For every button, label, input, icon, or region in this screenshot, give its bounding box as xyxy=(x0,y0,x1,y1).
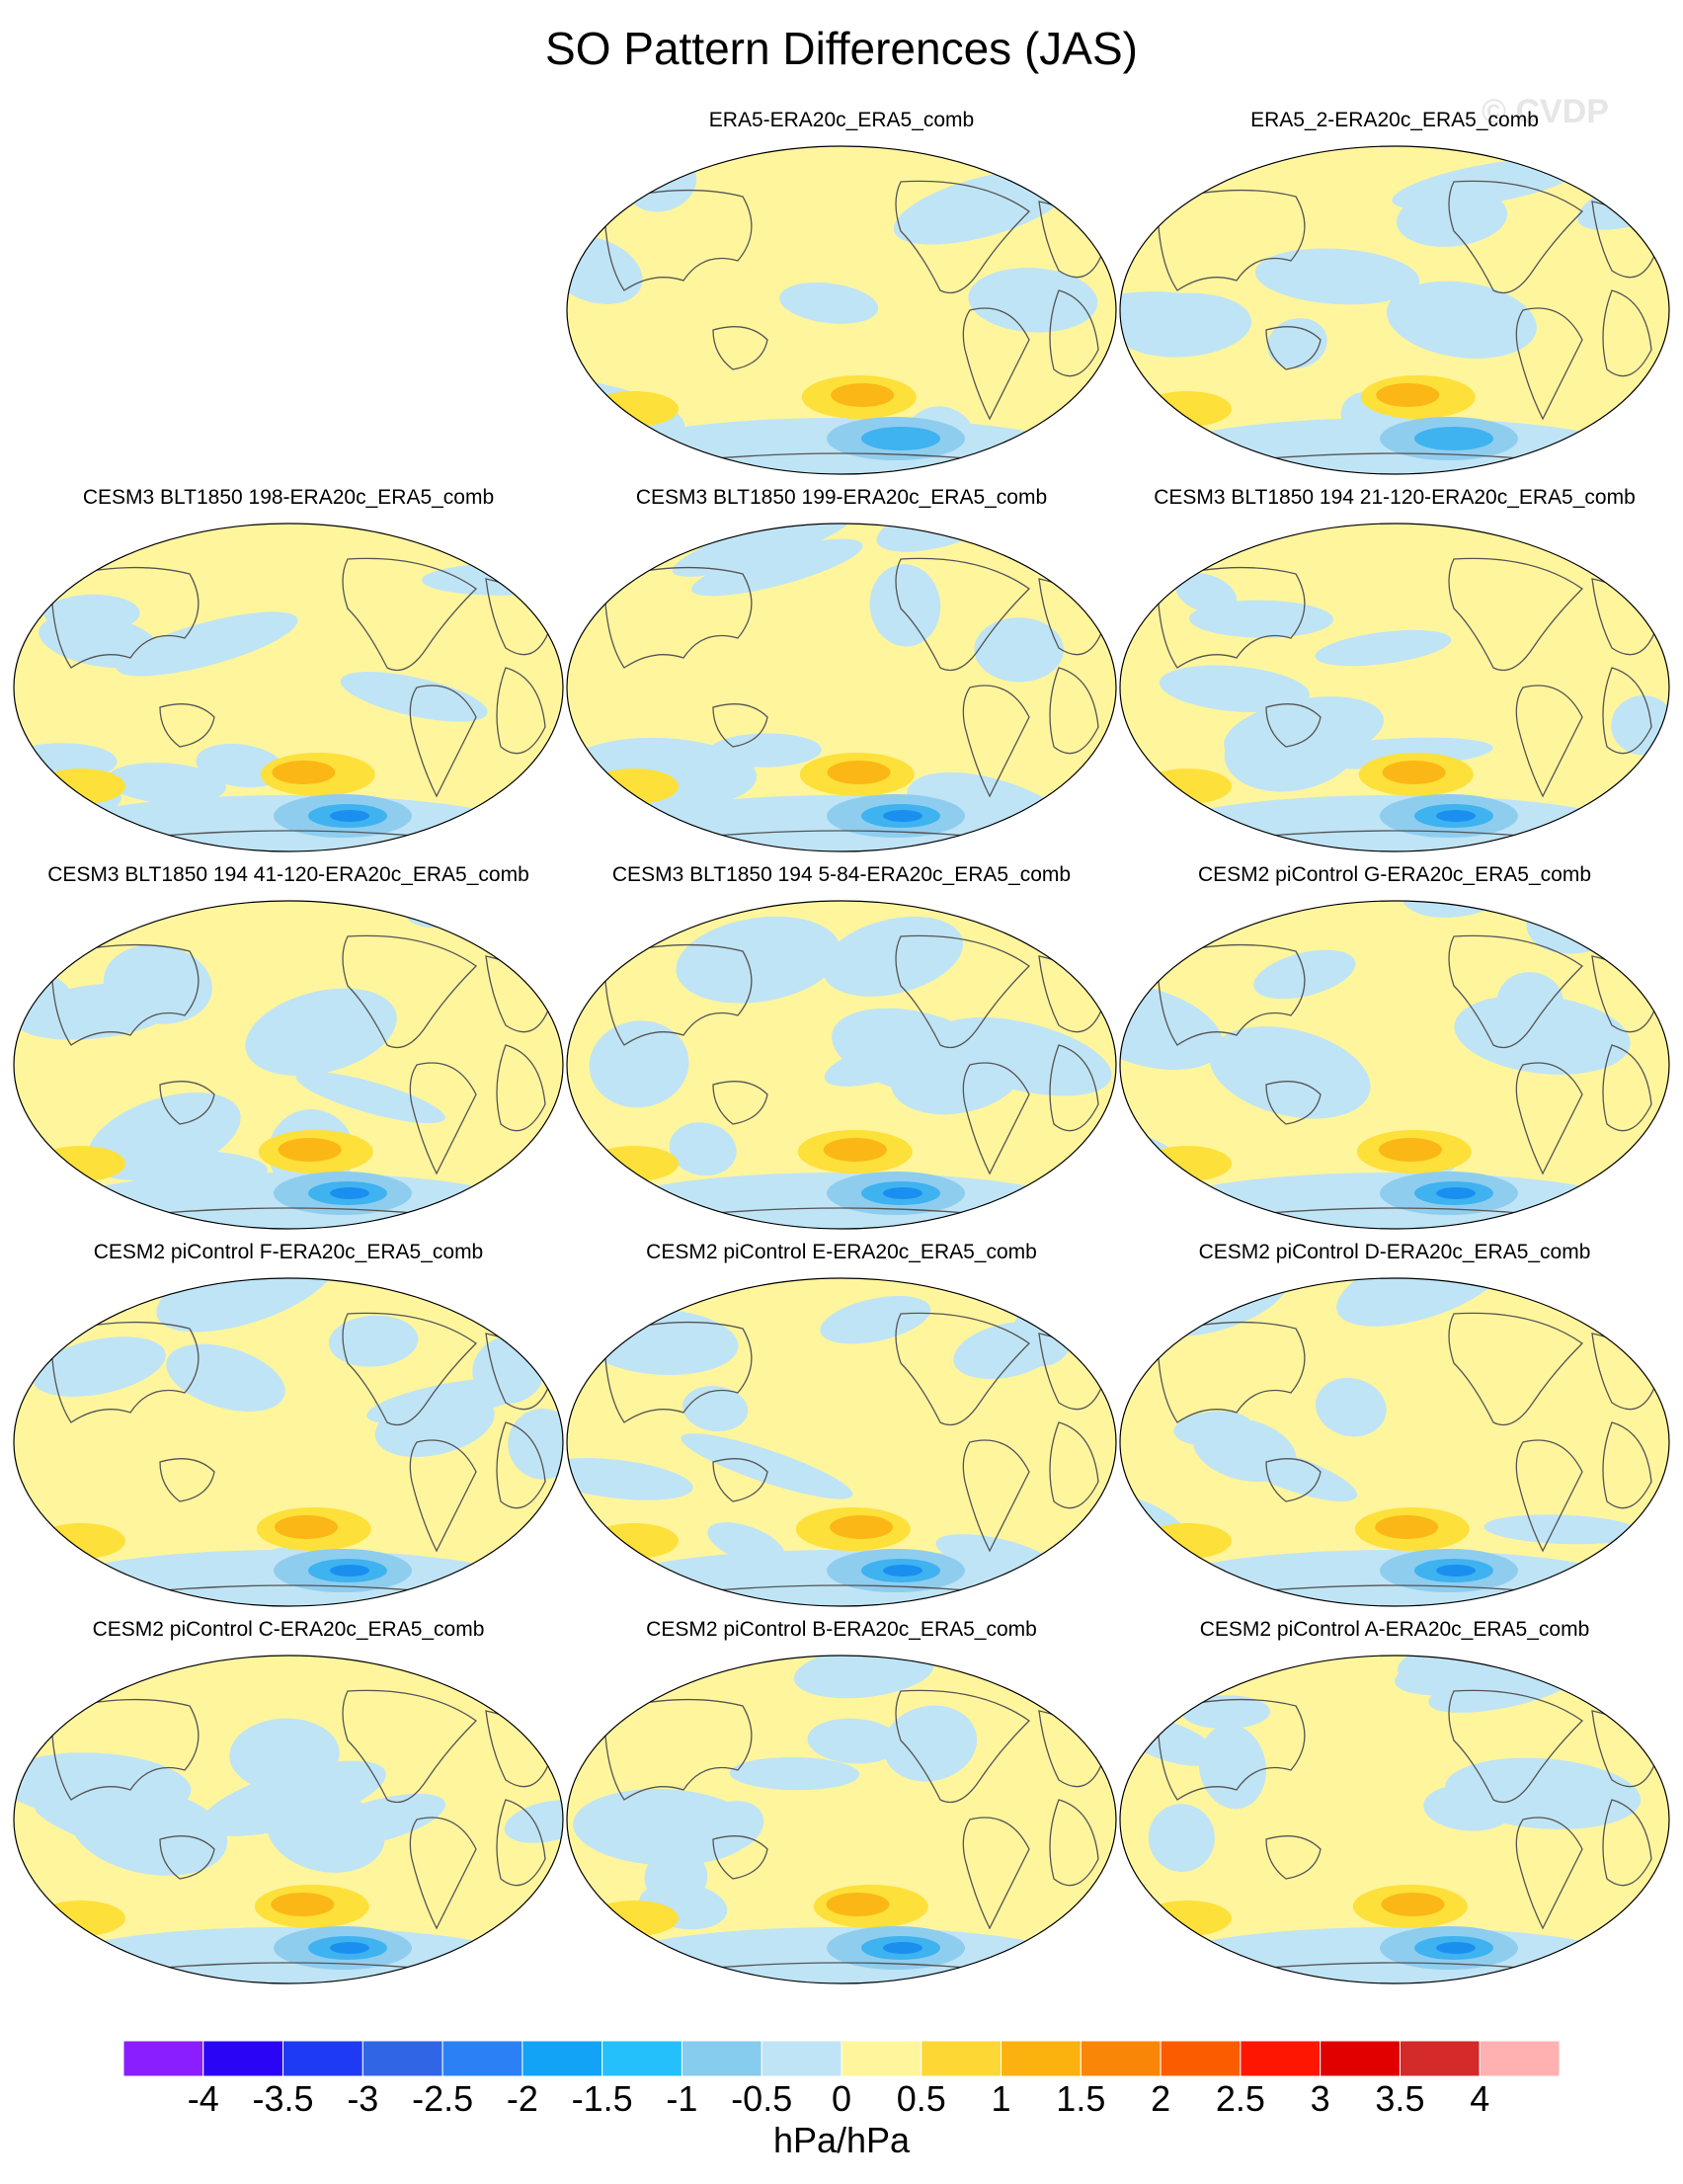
colorbar-tick-label: 1.5 xyxy=(1056,2078,1106,2119)
colorbar-tick-label: -3 xyxy=(347,2078,379,2119)
panel-title: CESM3 BLT1850 194 41-120-ERA20c_ERA5_com… xyxy=(47,863,529,886)
map-panel: CESM2 piControl F-ERA20c_ERA5_comb xyxy=(12,1241,565,1621)
world-map xyxy=(566,145,1117,475)
world-map xyxy=(1119,1655,1670,1984)
colorbar-box xyxy=(841,2041,922,2076)
world-map xyxy=(566,523,1117,852)
colorbar-tick-label: 0 xyxy=(831,2078,852,2119)
map-panel: CESM3 BLT1850 198-ERA20c_ERA5_comb xyxy=(12,486,565,866)
colorbar-box xyxy=(441,2041,523,2076)
panel-title: ERA5_2-ERA20c_ERA5_comb xyxy=(1250,109,1539,131)
colorbar-tick-labels: -4 -3.5 -3 -2.5 -2 -1.5 -1 -0.5 0 0.5 1 1.5 2 2.5 3 3.5… xyxy=(0,2078,1683,2122)
colorbar-tick-label: 0.5 xyxy=(896,2078,946,2119)
panel-title: CESM2 piControl A-ERA20c_ERA5_comb xyxy=(1199,1618,1590,1641)
figure-title: SO Pattern Differences (JAS) xyxy=(545,23,1138,74)
world-map xyxy=(13,900,564,1230)
world-map xyxy=(1119,1277,1670,1607)
colorbar-box xyxy=(1240,2041,1322,2076)
colorbar-tick-label: 3 xyxy=(1310,2078,1330,2119)
panel-title: CESM2 piControl E-ERA20c_ERA5_comb xyxy=(646,1241,1037,1263)
colorbar-box xyxy=(1001,2041,1082,2076)
colorbar-box xyxy=(681,2041,762,2076)
colorbar-tick-label: -2 xyxy=(506,2078,538,2119)
map-panel: CESM2 piControl B-ERA20c_ERA5_comb xyxy=(565,1618,1118,1998)
panel-title: CESM3 BLT1850 199-ERA20c_ERA5_comb xyxy=(635,486,1048,509)
map-panel: CESM2 piControl D-ERA20c_ERA5_comb xyxy=(1118,1241,1671,1621)
panel-title: CESM2 piControl B-ERA20c_ERA5_comb xyxy=(646,1618,1037,1641)
colorbar-tick-label: 2 xyxy=(1151,2078,1171,2119)
map-panel: ERA5_2-ERA20c_ERA5_comb xyxy=(1118,109,1671,489)
map-panel: CESM2 piControl C-ERA20c_ERA5_comb xyxy=(12,1618,565,1998)
colorbar-tick-label: 3.5 xyxy=(1375,2078,1425,2119)
colorbar-tick-label: -2.5 xyxy=(412,2078,474,2119)
colorbar-box xyxy=(282,2041,363,2076)
colorbar-tick-label: -1 xyxy=(666,2078,698,2119)
panel-title: CESM2 piControl G-ERA20c_ERA5_comb xyxy=(1198,863,1591,886)
colorbar xyxy=(123,2041,1560,2076)
cvdp-watermark: © CVDP xyxy=(1482,93,1609,130)
panel-title: CESM2 piControl D-ERA20c_ERA5_comb xyxy=(1198,1241,1591,1263)
colorbar-units: hPa/hPa xyxy=(772,2120,911,2160)
map-panel: CESM2 piControl A-ERA20c_ERA5_comb xyxy=(1118,1618,1671,1998)
colorbar-box xyxy=(1479,2041,1560,2076)
world-map xyxy=(13,523,564,852)
colorbar-box xyxy=(1160,2041,1242,2076)
map-panel: ERA5-ERA20c_ERA5_comb xyxy=(565,109,1118,489)
colorbar-tick-label: 4 xyxy=(1470,2078,1490,2119)
panel-title: CESM3 BLT1850 198-ERA20c_ERA5_comb xyxy=(82,486,495,509)
panel-title: CESM2 piControl F-ERA20c_ERA5_comb xyxy=(93,1241,484,1263)
colorbar-tick-label: -0.5 xyxy=(731,2078,793,2119)
colorbar-tick-label: -3.5 xyxy=(252,2078,314,2119)
world-map xyxy=(566,900,1117,1230)
map-panel: CESM3 BLT1850 194 21-120-ERA20c_ERA5_com… xyxy=(1118,486,1671,866)
world-map xyxy=(13,1655,564,1984)
map-panel: CESM2 piControl G-ERA20c_ERA5_comb xyxy=(1118,863,1671,1244)
map-panel: CESM3 BLT1850 199-ERA20c_ERA5_comb xyxy=(565,486,1118,866)
panel-title: CESM3 BLT1850 194 5-84-ERA20c_ERA5_comb xyxy=(611,863,1072,886)
panel-title: ERA5-ERA20c_ERA5_comb xyxy=(708,109,975,131)
colorbar-box xyxy=(123,2041,204,2076)
world-map xyxy=(13,1277,564,1607)
panel-title: CESM2 piControl C-ERA20c_ERA5_comb xyxy=(92,1618,485,1641)
colorbar-box xyxy=(921,2041,1002,2076)
panel-title: CESM3 BLT1850 194 21-120-ERA20c_ERA5_com… xyxy=(1154,486,1636,509)
colorbar-box xyxy=(361,2041,443,2076)
colorbar-tick-label: 1 xyxy=(991,2078,1011,2119)
world-map xyxy=(1119,145,1670,475)
colorbar-box xyxy=(1080,2041,1162,2076)
colorbar-box xyxy=(1320,2041,1401,2076)
map-panel: CESM3 BLT1850 194 41-120-ERA20c_ERA5_com… xyxy=(12,863,565,1244)
colorbar-box xyxy=(202,2041,284,2076)
colorbar-tick-label: 2.5 xyxy=(1215,2078,1265,2119)
world-map xyxy=(1119,523,1670,852)
colorbar-box xyxy=(1399,2041,1481,2076)
colorbar-tick-label: -4 xyxy=(187,2078,219,2119)
colorbar-box xyxy=(601,2041,682,2076)
map-panel: CESM3 BLT1850 194 5-84-ERA20c_ERA5_comb xyxy=(565,863,1118,1244)
colorbar-tick-label: -1.5 xyxy=(571,2078,633,2119)
world-map xyxy=(566,1277,1117,1607)
colorbar-box xyxy=(761,2041,842,2076)
world-map xyxy=(1119,900,1670,1230)
colorbar-box xyxy=(521,2041,603,2076)
map-panel: CESM2 piControl E-ERA20c_ERA5_comb xyxy=(565,1241,1118,1621)
world-map xyxy=(566,1655,1117,1984)
